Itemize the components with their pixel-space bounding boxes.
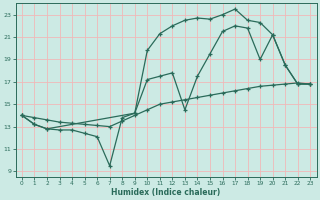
X-axis label: Humidex (Indice chaleur): Humidex (Indice chaleur) (111, 188, 221, 197)
